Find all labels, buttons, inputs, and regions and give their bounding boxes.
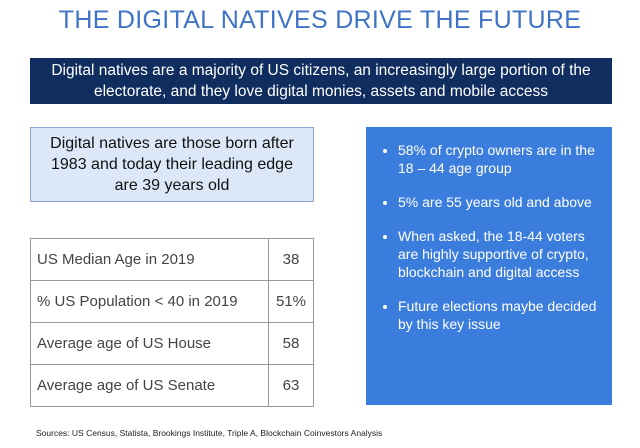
- bullet-list: 58% of crypto owners are in the 18 – 44 …: [374, 141, 602, 333]
- sources: Sources: US Census, Statista, Brookings …: [36, 428, 383, 438]
- stats-table: US Median Age in 2019 38% US Population <…: [30, 238, 314, 407]
- table-row: US Median Age in 2019 38: [30, 238, 314, 281]
- table-label: % US Population < 40 in 2019: [30, 280, 269, 323]
- bullet: When asked, the 18-44 voters are highly …: [398, 227, 602, 281]
- title: THE DIGITAL NATIVES DRIVE THE FUTURE: [58, 6, 582, 34]
- bullet: Future elections maybe decided by this k…: [398, 297, 602, 333]
- table-label: Average age of US Senate: [30, 364, 269, 407]
- table-label: Average age of US House: [30, 322, 269, 365]
- table-row: Average age of US Senate 63: [30, 364, 314, 407]
- bullet-box: 58% of crypto owners are in the 18 – 44 …: [366, 127, 612, 405]
- table-value: 51%: [268, 280, 314, 323]
- banner: Digital natives are a majority of US cit…: [30, 58, 612, 104]
- table-value: 58: [268, 322, 314, 365]
- table-value: 63: [268, 364, 314, 407]
- table-value: 38: [268, 238, 314, 281]
- bullet: 5% are 55 years old and above: [398, 193, 602, 211]
- bullet: 58% of crypto owners are in the 18 – 44 …: [398, 141, 602, 177]
- table-row: Average age of US House 58: [30, 322, 314, 365]
- table-row: % US Population < 40 in 2019 51%: [30, 280, 314, 323]
- definition-box: Digital natives are those born after 198…: [30, 127, 314, 202]
- table-label: US Median Age in 2019: [30, 238, 269, 281]
